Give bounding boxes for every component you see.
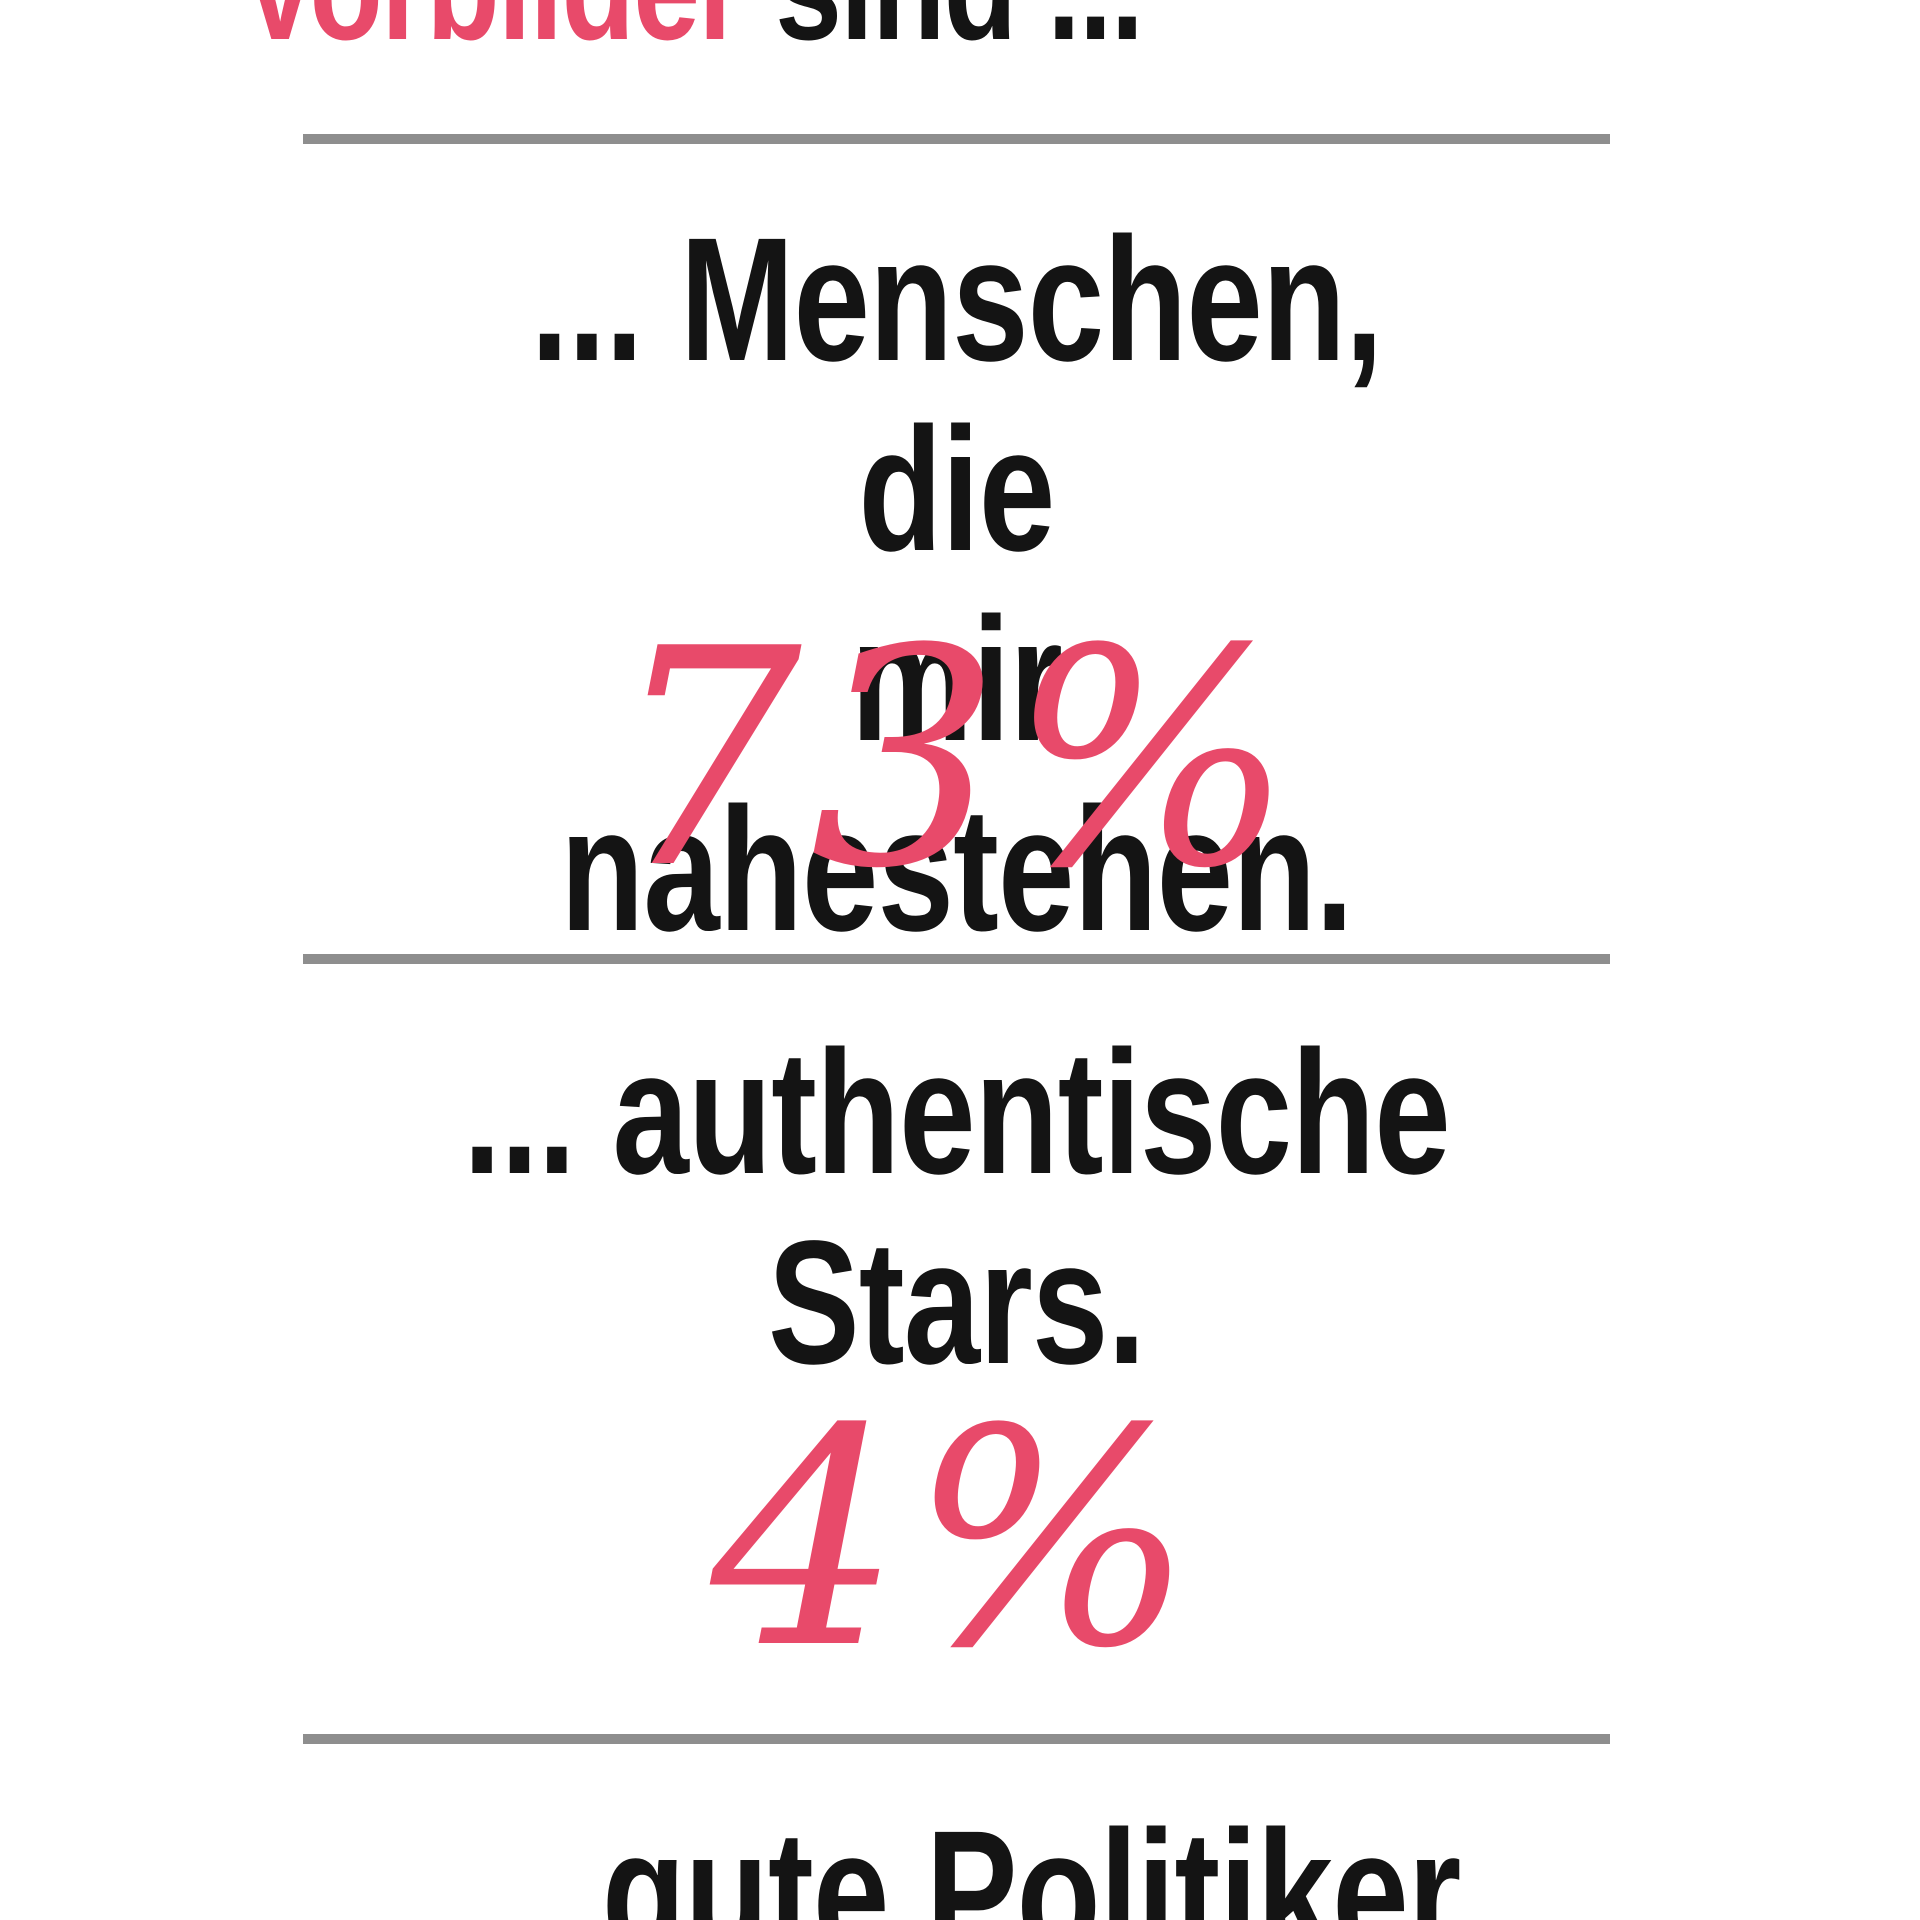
item-percentage: 73% [611,585,1302,934]
headline: Vorbilder sind ... [240,0,1456,62]
item-label-line: ... Menschen, die [530,202,1384,588]
divider-rule [303,954,1610,964]
divider-rule [303,134,1610,144]
item-label-line: ... authentische [463,1015,1451,1211]
headline-accent: Vorbilder [240,0,745,71]
item-label-line: Stars. [768,1205,1146,1401]
item-label-line: ... gute Politiker [452,1795,1461,1920]
headline-rest: sind ... [743,0,1144,71]
item-label-line: mir nahestehen. [560,582,1353,968]
item-label: ... authentische Stars. [447,1018,1466,1398]
item-label: ... Menschen, die mir nahestehen. [447,205,1466,965]
item-percentage: 4% [710,1365,1203,1714]
divider-rule [303,1734,1610,1744]
item-label: ... gute Politiker [447,1798,1466,1920]
